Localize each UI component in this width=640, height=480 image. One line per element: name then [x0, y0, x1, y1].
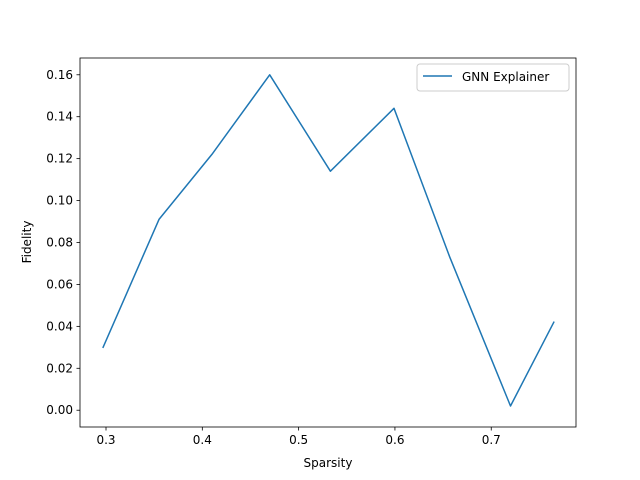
y-tick-label: 0.08: [46, 236, 73, 250]
legend: GNN Explainer: [416, 63, 570, 92]
y-tick-label: 0.12: [46, 152, 73, 166]
x-tick-label: 0.4: [193, 433, 212, 447]
x-axis-label: Sparsity: [304, 456, 353, 470]
series-line-gnn-explainer: [102, 74, 555, 407]
y-tick-label: 0.04: [46, 319, 73, 333]
legend-entry-gnn-explainer: GNN Explainer: [462, 70, 549, 84]
x-tick-label: 0.7: [482, 433, 501, 447]
y-axis-ticks: 0.00 0.02 0.04 0.06 0.08 0.10 0.12 0.14 0.16: [46, 68, 80, 417]
y-tick-label: 0.16: [46, 68, 73, 82]
y-tick-label: 0.00: [46, 403, 73, 417]
plot-area: [80, 58, 576, 427]
series-layer: [102, 74, 555, 407]
legend-box: [416, 63, 570, 92]
y-tick-label: 0.14: [46, 110, 73, 124]
x-tick-label: 0.3: [96, 433, 115, 447]
y-tick-label: 0.02: [46, 361, 73, 375]
x-tick-label: 0.6: [385, 433, 404, 447]
y-tick-label: 0.10: [46, 194, 73, 208]
y-tick-label: 0.06: [46, 277, 73, 291]
x-tick-label: 0.5: [289, 433, 308, 447]
y-axis-label: Fidelity: [20, 221, 34, 264]
x-axis-ticks: 0.3 0.4 0.5 0.6 0.7: [96, 427, 501, 447]
